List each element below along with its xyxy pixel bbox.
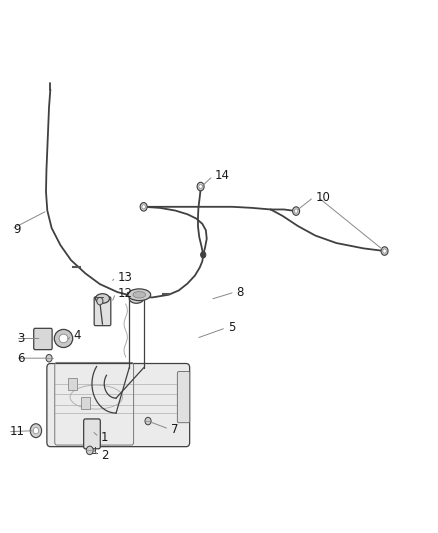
FancyBboxPatch shape <box>68 378 77 390</box>
Text: 13: 13 <box>117 271 132 284</box>
Text: 6: 6 <box>18 352 25 365</box>
Circle shape <box>86 446 93 455</box>
Text: 11: 11 <box>10 425 25 438</box>
Circle shape <box>46 354 52 362</box>
Text: 14: 14 <box>215 169 230 182</box>
Circle shape <box>33 427 39 434</box>
Text: 12: 12 <box>117 287 132 300</box>
Ellipse shape <box>128 289 151 301</box>
Circle shape <box>383 249 386 253</box>
Circle shape <box>294 209 298 213</box>
Text: 1: 1 <box>101 431 108 443</box>
Text: 10: 10 <box>315 191 330 204</box>
Text: 7: 7 <box>171 423 178 435</box>
Circle shape <box>199 184 202 189</box>
Circle shape <box>381 247 388 255</box>
Circle shape <box>97 297 103 305</box>
Text: 3: 3 <box>18 332 25 345</box>
FancyBboxPatch shape <box>84 419 100 449</box>
Text: 9: 9 <box>13 223 21 236</box>
Circle shape <box>145 417 151 425</box>
FancyBboxPatch shape <box>94 297 111 326</box>
FancyBboxPatch shape <box>177 372 190 423</box>
Circle shape <box>197 182 204 191</box>
Circle shape <box>140 203 147 211</box>
Circle shape <box>293 207 300 215</box>
Ellipse shape <box>59 334 68 343</box>
FancyBboxPatch shape <box>47 364 190 447</box>
Text: 2: 2 <box>101 449 108 462</box>
Text: 5: 5 <box>228 321 235 334</box>
Ellipse shape <box>133 292 145 298</box>
Circle shape <box>142 205 145 209</box>
Text: 4: 4 <box>74 329 81 342</box>
Ellipse shape <box>129 294 144 303</box>
Circle shape <box>201 252 206 258</box>
Circle shape <box>30 424 42 438</box>
Ellipse shape <box>54 329 73 348</box>
Text: 8: 8 <box>237 286 244 298</box>
FancyBboxPatch shape <box>34 328 52 350</box>
Ellipse shape <box>95 294 110 303</box>
FancyBboxPatch shape <box>81 397 90 409</box>
